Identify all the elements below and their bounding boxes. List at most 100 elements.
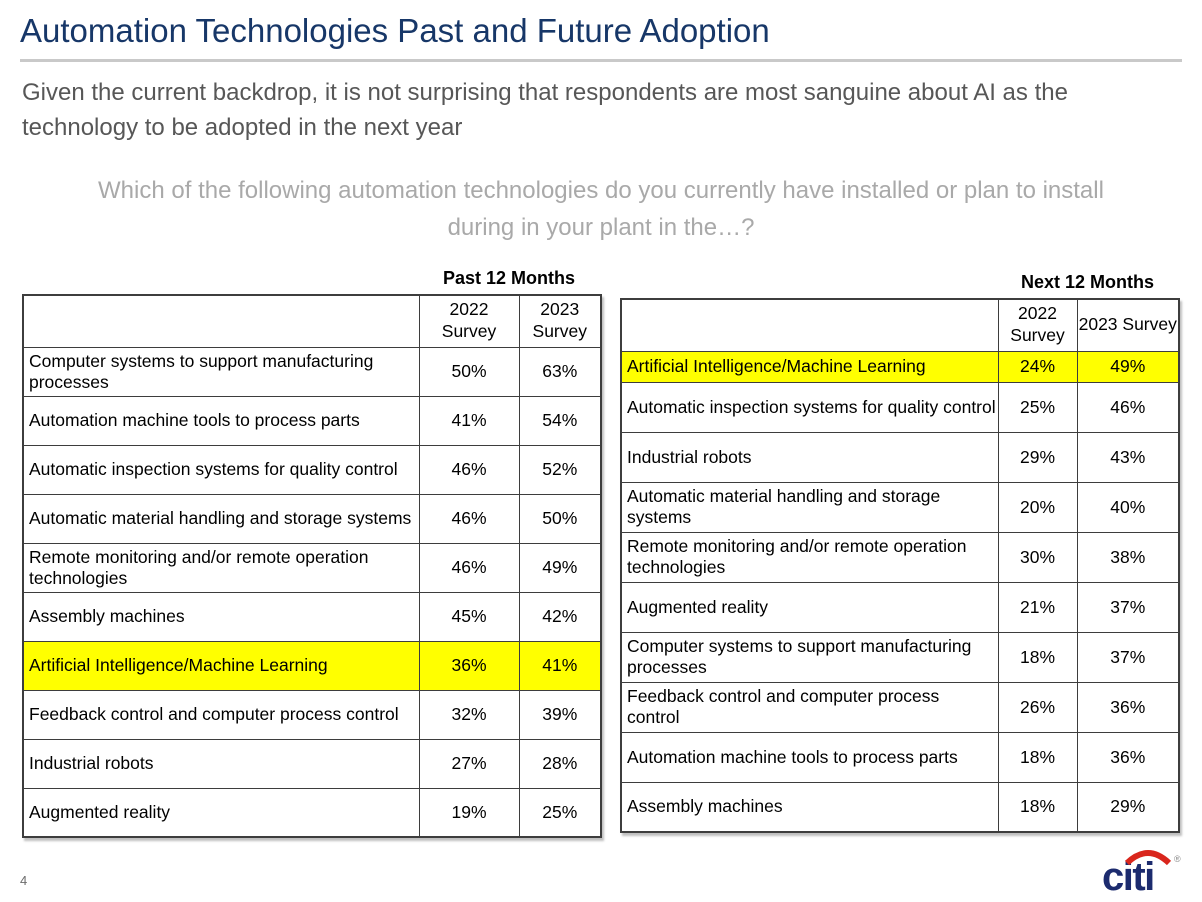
value-2023: 49% — [518, 542, 602, 593]
page-title: Automation Technologies Past and Future … — [20, 12, 770, 49]
next-12-months-table: 2022 Survey 2023 Survey Artificial Intel… — [620, 298, 1180, 833]
past-12-months-table: 2022 Survey 2023 Survey Computer systems… — [22, 294, 602, 838]
technology-label: Automation machine tools to process part… — [22, 395, 420, 446]
past-header-2023: 2023 Survey — [518, 294, 602, 348]
value-2023: 63% — [518, 346, 602, 397]
value-2022: 29% — [997, 431, 1078, 483]
value-2023: 40% — [1076, 481, 1180, 533]
value-2023: 36% — [1076, 681, 1180, 733]
value-2023: 41% — [518, 640, 602, 691]
table-row: Automatic material handling and storage … — [22, 493, 602, 544]
citi-red-arc-icon — [1124, 850, 1172, 866]
table-row: Automatic inspection systems for quality… — [620, 381, 1180, 433]
technology-label: Computer systems to support manufacturin… — [620, 631, 999, 683]
table-row: Automatic inspection systems for quality… — [22, 444, 602, 495]
subtitle-text: Given the current backdrop, it is not su… — [22, 79, 1068, 141]
technology-label: Automatic inspection systems for quality… — [620, 381, 999, 433]
table-row: Feedback control and computer process co… — [620, 681, 1180, 733]
table-row: Feedback control and computer process co… — [22, 689, 602, 740]
value-2022: 30% — [997, 531, 1078, 583]
value-2023: 42% — [518, 591, 602, 642]
tables-area: Past 12 Months 2022 Survey 2023 Survey C… — [22, 268, 1180, 838]
technology-label: Automatic material handling and storage … — [22, 493, 420, 544]
value-2023: 37% — [1076, 581, 1180, 633]
value-2022: 18% — [997, 731, 1078, 783]
value-2023: 28% — [518, 738, 602, 789]
table-row: Augmented reality 21% 37% — [620, 581, 1180, 633]
value-2022: 26% — [997, 681, 1078, 733]
value-2023: 29% — [1076, 781, 1180, 833]
value-2022: 20% — [997, 481, 1078, 533]
citi-logo: citi ® — [1102, 850, 1181, 898]
page-number: 4 — [20, 873, 28, 888]
table-row-highlighted-ai: Artificial Intelligence/Machine Learning… — [620, 350, 1180, 383]
past-empty-header-cell — [22, 294, 420, 348]
value-2022: 27% — [418, 738, 520, 789]
value-2023: 38% — [1076, 531, 1180, 583]
table-row: Remote monitoring and/or remote operatio… — [620, 531, 1180, 583]
past-header-row: 2022 Survey 2023 Survey — [22, 294, 602, 348]
technology-label: Remote monitoring and/or remote operatio… — [620, 531, 999, 583]
title-divider — [20, 59, 1182, 62]
value-2022: 18% — [997, 631, 1078, 683]
value-2022: 46% — [418, 493, 520, 544]
table-row: Computer systems to support manufacturin… — [22, 346, 602, 397]
table-row: Augmented reality 19% 25% — [22, 787, 602, 838]
next-header-2022: 2022 Survey — [997, 298, 1078, 352]
technology-label: Augmented reality — [620, 581, 999, 633]
table-row: Remote monitoring and/or remote operatio… — [22, 542, 602, 593]
technology-label: Artificial Intelligence/Machine Learning — [22, 640, 420, 691]
technology-label: Feedback control and computer process co… — [620, 681, 999, 733]
table-row-highlighted-ai: Artificial Intelligence/Machine Learning… — [22, 640, 602, 691]
value-2023: 37% — [1076, 631, 1180, 683]
technology-label: Assembly machines — [22, 591, 420, 642]
next-header-2023: 2023 Survey — [1076, 298, 1180, 352]
past-header-2022: 2022 Survey — [418, 294, 520, 348]
past-table-section: Past 12 Months 2022 Survey 2023 Survey C… — [22, 268, 602, 838]
technology-label: Feedback control and computer process co… — [22, 689, 420, 740]
value-2022: 32% — [418, 689, 520, 740]
value-2022: 45% — [418, 591, 520, 642]
value-2022: 41% — [418, 395, 520, 446]
technology-label: Automatic material handling and storage … — [620, 481, 999, 533]
technology-label: Assembly machines — [620, 781, 999, 833]
registered-trademark-icon: ® — [1174, 854, 1181, 864]
technology-label: Artificial Intelligence/Machine Learning — [620, 350, 999, 383]
table-row: Automation machine tools to process part… — [22, 395, 602, 446]
value-2023: 49% — [1076, 350, 1180, 383]
value-2022: 36% — [418, 640, 520, 691]
next-table-caption: Next 12 Months — [1020, 272, 1155, 292]
table-row: Assembly machines 45% 42% — [22, 591, 602, 642]
value-2022: 50% — [418, 346, 520, 397]
value-2022: 18% — [997, 781, 1078, 833]
table-row: Industrial robots 27% 28% — [22, 738, 602, 789]
value-2023: 25% — [518, 787, 602, 838]
next-empty-header-cell — [620, 298, 999, 352]
value-2023: 43% — [1076, 431, 1180, 483]
technology-label: Remote monitoring and/or remote operatio… — [22, 542, 420, 593]
table-row: Automatic material handling and storage … — [620, 481, 1180, 533]
technology-label: Industrial robots — [620, 431, 999, 483]
value-2023: 46% — [1076, 381, 1180, 433]
technology-label: Automatic inspection systems for quality… — [22, 444, 420, 495]
next-table-section: Next 12 Months 2022 Survey 2023 Survey A… — [620, 268, 1180, 838]
table-row: Automation machine tools to process part… — [620, 731, 1180, 783]
value-2022: 46% — [418, 542, 520, 593]
value-2022: 24% — [997, 350, 1078, 383]
table-row: Computer systems to support manufacturin… — [620, 631, 1180, 683]
value-2023: 36% — [1076, 731, 1180, 783]
value-2022: 25% — [997, 381, 1078, 433]
survey-question-text: Which of the following automation techno… — [98, 176, 1104, 241]
value-2023: 50% — [518, 493, 602, 544]
value-2023: 52% — [518, 444, 602, 495]
value-2022: 46% — [418, 444, 520, 495]
next-header-row: 2022 Survey 2023 Survey — [620, 298, 1180, 352]
technology-label: Automation machine tools to process part… — [620, 731, 999, 783]
value-2023: 39% — [518, 689, 602, 740]
past-table-caption: Past 12 Months — [442, 268, 576, 288]
value-2022: 19% — [418, 787, 520, 838]
table-row: Industrial robots 29% 43% — [620, 431, 1180, 483]
value-2023: 54% — [518, 395, 602, 446]
table-row: Assembly machines 18% 29% — [620, 781, 1180, 833]
